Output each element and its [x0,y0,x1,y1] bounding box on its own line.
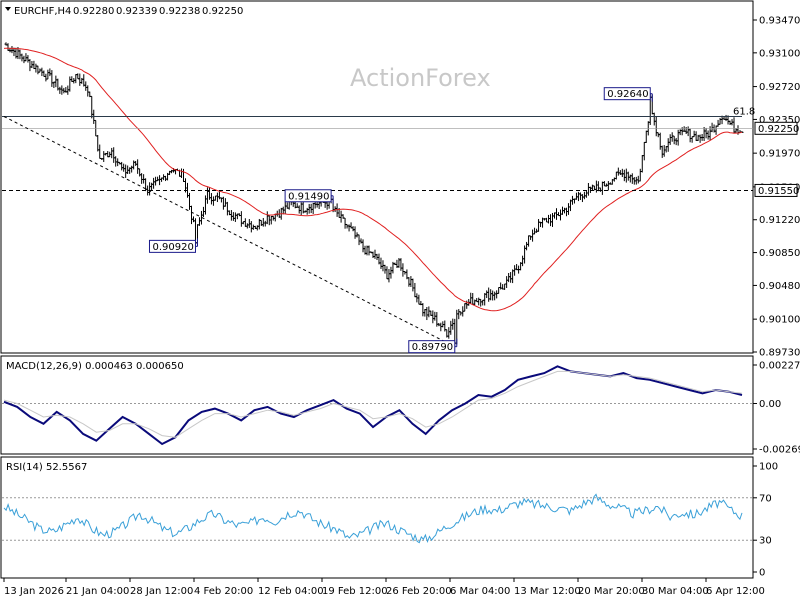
axis-layer: 0.93470 0.93100 0.92720 0.92350 0.91970 0.915… [3,16,800,597]
annotation-label: 0.91490 [288,191,329,202]
time-tick-label: 20 Mar 20:00 [578,586,645,597]
dropdown-arrow-icon[interactable] [5,7,11,11]
annotation-label: 0.92640 [607,89,648,100]
price-panel-frame [0,0,754,354]
price-tick-label: 0.92350 [759,115,800,126]
current-price-text: 0.92250 [758,124,799,135]
annotation-label: 0.89790 [412,342,453,353]
time-tick-label: 26 Feb 20:00 [386,586,452,597]
macd-tick-label: -0.002693 [759,445,800,456]
current-price-tag [754,121,798,135]
rsi-tick-label: 0 [759,568,765,579]
time-tick-label: 13 Mar 12:00 [514,586,581,597]
macd-tick-label: 0.002277 [759,361,800,372]
time-tick-label: 21 Jan 04:00 [66,586,129,597]
time-tick-label: 4 Feb 20:00 [194,586,253,597]
price-tick-label: 0.90850 [759,248,800,259]
annotation-box [284,189,332,203]
time-tick-label: 6 Apr 12:00 [706,586,765,597]
rsi-line [3,493,743,544]
macd-layer [2,365,753,446]
annotation-box [603,87,651,101]
macd-panel-frame [0,355,754,455]
time-tick-label: 13 Jan 2026 [4,586,64,597]
support-price-tag [754,183,798,197]
rsi-title: RSI(14) 52.5567 [6,462,87,473]
price-tick-label: 0.92720 [759,82,800,93]
macd-signal-line [3,370,743,438]
rsi-layer [2,493,753,544]
ohlc-high: 0.92339 [116,6,157,17]
price-tick-label: 0.93470 [759,16,800,27]
ohlc-close: 0.92250 [202,6,243,17]
rsi-tick-label: 30 [759,536,772,547]
rsi-tick-label: 70 [759,493,772,504]
support-price-text: 0.91550 [758,186,799,197]
price-tick-label: 0.90480 [759,281,800,292]
trendline [3,116,456,348]
time-tick-label: 6 Mar 04:00 [450,586,510,597]
annotation-box [148,239,196,253]
annotation-box [408,340,456,354]
time-tick-label: 12 Feb 04:00 [258,586,324,597]
price-tick-label: 0.89730 [759,348,800,359]
watermark: ActionForex [350,64,491,92]
macd-tick-label: 0.00 [759,399,781,410]
price-title-group: EURCHF,H4 0.92280 0.92339 0.92238 0.9225… [5,6,243,17]
price-tick-label: 0.91220 [759,215,800,226]
macd-title: MACD(12,26,9) 0.000463 0.000650 [6,361,184,372]
time-tick-label: 19 Feb 12:00 [322,586,388,597]
price-tick-label: 0.91970 [759,149,800,160]
price-tick-label: 0.90100 [759,315,800,326]
price-layer: 61.8 0.90920 0.89790 0.91490 0.92640 [2,42,755,354]
fib-label: 61.8 [733,106,755,117]
rsi-panel-frame [0,456,754,579]
annotation-label: 0.90920 [152,242,193,253]
ohlc-low: 0.92238 [159,6,200,17]
macd-line [3,365,743,446]
time-tick-label: 30 Mar 04:00 [642,586,709,597]
rsi-tick-label: 100 [759,462,778,473]
time-tick-label: 28 Jan 12:00 [130,586,193,597]
price-tick-label: 0.93100 [759,48,800,59]
price-title: EURCHF,H4 [14,6,71,17]
ohlc-open: 0.92280 [73,6,114,17]
